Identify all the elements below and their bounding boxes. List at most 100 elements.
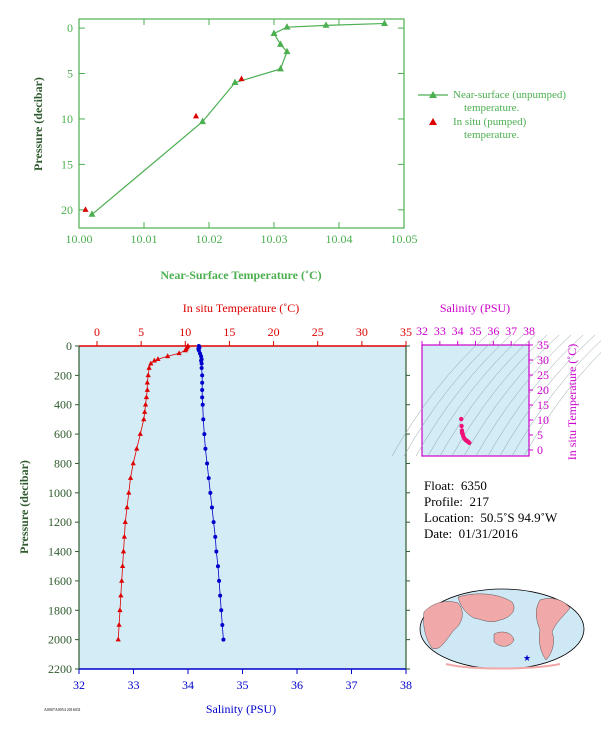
map-land-americas bbox=[536, 598, 571, 661]
near-surface-x-tick-label: 10.00 bbox=[66, 232, 93, 246]
salinity-tick-label: 35 bbox=[237, 678, 249, 692]
pressure-tick-label: 0 bbox=[66, 339, 72, 353]
temperature-point bbox=[118, 592, 124, 598]
temperature-tick-label: 15 bbox=[223, 325, 235, 339]
salinity-tick-label: 34 bbox=[182, 678, 194, 692]
salinity-point bbox=[218, 593, 223, 598]
salinity-tick-label: 32 bbox=[73, 678, 85, 692]
near-surface-y-tick-label: 15 bbox=[61, 157, 73, 171]
legend-label-pumped: In situ (pumped) temperature. bbox=[453, 116, 529, 141]
temperature-point bbox=[137, 431, 143, 436]
pressure-tick-label: 200 bbox=[54, 368, 72, 382]
ts-top-axis-label: Salinity (PSU) bbox=[440, 301, 510, 315]
unpumped-temperature-line bbox=[91, 22, 385, 215]
ts-salinity-tick-label: 32 bbox=[416, 324, 428, 338]
temperature-point bbox=[148, 360, 154, 366]
pressure-tick-label: 2000 bbox=[48, 633, 72, 647]
ts-temperature-tick-label: 35 bbox=[537, 338, 549, 352]
salinity-point bbox=[209, 505, 214, 510]
density-contour bbox=[403, 334, 500, 457]
ts-temperature-tick-label: 15 bbox=[537, 398, 549, 412]
near-surface-ticks: 10.00 10.01 10.02 10.03 10.04 10.05 0 5 10 15 20 bbox=[61, 19, 418, 246]
temperature-point bbox=[126, 489, 132, 495]
float-info: Float: 6350 Profile: 217 Location: 50.5˚… bbox=[424, 478, 557, 542]
temperature-point bbox=[155, 356, 161, 362]
salinity-point bbox=[203, 446, 208, 451]
unpumped-temperature-point bbox=[277, 40, 284, 47]
pressure-tick-label: 1200 bbox=[48, 515, 72, 529]
unpumped-temperature-point bbox=[381, 19, 388, 26]
temperature-tick-label: 5 bbox=[138, 325, 144, 339]
salinity-point bbox=[199, 361, 204, 366]
salinity-point bbox=[217, 578, 222, 583]
unpumped-temperature-point bbox=[283, 23, 291, 30]
salinity-point bbox=[205, 461, 210, 466]
temperature-point bbox=[145, 372, 151, 378]
pumped-temperature-point bbox=[238, 75, 245, 82]
ts-temperature-tick-label: 10 bbox=[537, 413, 549, 427]
salinity-tick-label: 38 bbox=[400, 678, 412, 692]
temperature-tick-label: 20 bbox=[268, 325, 280, 339]
temperature-point bbox=[119, 577, 125, 583]
profile-chart: 0 5 10 15 20 25 30 35 32 33 34 35 36 37 38 0 200 400 600 80… bbox=[17, 301, 412, 716]
near-surface-x-tick-label: 10.02 bbox=[196, 232, 223, 246]
profile-plot-background bbox=[79, 346, 406, 669]
near-surface-series bbox=[82, 19, 388, 217]
near-surface-y-tick-label: 0 bbox=[67, 21, 73, 35]
salinity-point bbox=[200, 373, 205, 378]
ts-temperature-tick-label: 30 bbox=[537, 353, 549, 367]
map-land-asia bbox=[457, 593, 515, 622]
density-contour bbox=[475, 334, 572, 457]
ts-temperature-tick-label: 0 bbox=[537, 443, 543, 457]
salinity-point bbox=[211, 520, 216, 525]
profile-series bbox=[115, 343, 226, 642]
near-surface-y-axis-label: Pressure (decibar) bbox=[31, 77, 45, 171]
pressure-tick-label: 1800 bbox=[48, 603, 72, 617]
date-row: Date: 01/31/2016 bbox=[424, 526, 557, 542]
temperature-point bbox=[120, 548, 127, 554]
temperature-point bbox=[121, 533, 127, 539]
profile-ticks: 0 5 10 15 20 25 30 35 32 33 34 35 36 37 38 0 200 400 600 80… bbox=[48, 325, 412, 692]
ts-point bbox=[467, 440, 472, 445]
temperature-point bbox=[151, 357, 157, 363]
pressure-tick-label: 1400 bbox=[48, 545, 72, 559]
salinity-point bbox=[199, 366, 204, 371]
profile-y-axis-label: Pressure (decibar) bbox=[17, 460, 31, 554]
temperature-axis-label: In situ Temperature (˚C) bbox=[183, 301, 300, 315]
salinity-point bbox=[215, 564, 220, 569]
temperature-point bbox=[130, 460, 136, 466]
temperature-point bbox=[116, 621, 122, 627]
unpumped-temperature-point bbox=[270, 29, 278, 36]
unpumped-temperature-point bbox=[231, 78, 239, 86]
salinity-point bbox=[206, 476, 211, 481]
ts-series bbox=[459, 416, 472, 445]
profile-row: Profile: 217 bbox=[424, 494, 557, 510]
salinity-point bbox=[208, 490, 213, 495]
salinity-point bbox=[201, 417, 206, 422]
temperature-point bbox=[134, 445, 140, 451]
pressure-tick-label: 600 bbox=[54, 427, 72, 441]
near-surface-y-tick-label: 20 bbox=[61, 203, 73, 217]
temperature-point bbox=[142, 401, 149, 407]
temperature-point bbox=[165, 353, 171, 359]
temperature-tick-label: 35 bbox=[400, 325, 412, 339]
legend-label-unpumped-line2: temperature. bbox=[464, 102, 520, 114]
temperature-point bbox=[176, 350, 182, 356]
profile-label: Profile: bbox=[424, 494, 463, 509]
legend-label-pumped-line2: temperature. bbox=[464, 129, 520, 141]
temperature-point bbox=[115, 636, 121, 642]
temperature-point bbox=[124, 504, 130, 510]
temperature-tick-label: 30 bbox=[356, 325, 368, 339]
ts-salinity-tick-label: 37 bbox=[505, 324, 517, 338]
density-contour bbox=[499, 334, 596, 457]
ts-salinity-tick-label: 33 bbox=[434, 324, 446, 338]
temperature-point bbox=[143, 394, 150, 400]
temperature-point bbox=[117, 607, 123, 613]
pumped-temperature-point bbox=[192, 112, 200, 119]
pressure-tick-label: 1600 bbox=[48, 574, 72, 588]
date-value: 01/31/2016 bbox=[458, 526, 518, 541]
pressure-tick-label: 800 bbox=[54, 456, 72, 470]
salinity-tick-label: 37 bbox=[346, 678, 358, 692]
